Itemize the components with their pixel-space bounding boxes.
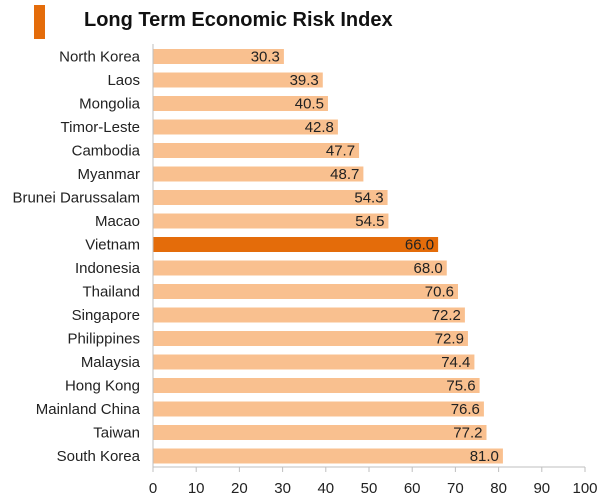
category-label: Indonesia xyxy=(75,260,141,277)
value-label: 74.4 xyxy=(441,354,470,371)
x-tick-label: 40 xyxy=(317,480,334,497)
chart-header: Long Term Economic Risk Index xyxy=(0,0,607,44)
bar xyxy=(153,401,484,417)
value-label: 54.5 xyxy=(355,213,384,230)
value-label: 42.8 xyxy=(305,119,334,136)
category-label: Philippines xyxy=(67,331,140,348)
value-label: 54.3 xyxy=(354,190,383,207)
x-tick-label: 60 xyxy=(404,480,421,497)
x-tick-label: 0 xyxy=(149,480,157,497)
bar xyxy=(153,378,480,393)
bar xyxy=(153,331,468,346)
category-label: Taiwan xyxy=(93,425,140,442)
bar xyxy=(153,354,475,370)
value-label: 47.7 xyxy=(326,143,355,160)
x-tick-label: 80 xyxy=(490,480,507,497)
x-tick-label: 100 xyxy=(572,480,597,497)
x-tick-label: 20 xyxy=(231,480,248,497)
category-label: Mongolia xyxy=(79,96,141,113)
bar xyxy=(153,448,503,464)
bar xyxy=(153,72,323,88)
value-label: 76.6 xyxy=(451,401,480,418)
value-label: 39.3 xyxy=(290,72,319,89)
category-label: North Korea xyxy=(59,49,141,66)
value-label: 72.9 xyxy=(435,331,464,348)
bar xyxy=(153,237,439,252)
x-tick-label: 50 xyxy=(361,480,378,497)
bar xyxy=(153,119,338,135)
category-label: Hong Kong xyxy=(65,378,140,395)
category-label: South Korea xyxy=(57,448,141,465)
category-label: Thailand xyxy=(82,284,140,301)
category-label: Vietnam xyxy=(85,237,140,254)
bar xyxy=(153,284,458,299)
x-tick-label: 90 xyxy=(533,480,550,497)
x-tick-label: 10 xyxy=(188,480,205,497)
category-label: Brunei Darussalam xyxy=(12,190,140,207)
bar xyxy=(153,143,360,158)
value-label: 81.0 xyxy=(470,448,499,465)
value-label: 75.6 xyxy=(446,378,475,395)
value-label: 66.0 xyxy=(405,237,434,254)
bar xyxy=(153,260,447,276)
value-label: 30.3 xyxy=(251,49,280,66)
bar xyxy=(153,213,389,229)
value-label: 72.2 xyxy=(432,307,461,324)
category-label: Malaysia xyxy=(81,354,141,371)
bar xyxy=(153,49,284,64)
category-label: Mainland China xyxy=(36,401,141,418)
chart-title: Long Term Economic Risk Index xyxy=(84,9,393,31)
bar xyxy=(153,166,364,182)
bar xyxy=(153,96,328,111)
title-accent-bar xyxy=(34,5,45,39)
category-label: Timor-Leste xyxy=(61,119,140,136)
bar xyxy=(153,307,465,323)
category-label: Macao xyxy=(95,213,140,230)
category-label: Myanmar xyxy=(77,166,140,183)
category-label: Cambodia xyxy=(72,143,141,160)
bar xyxy=(153,190,388,205)
category-label: Singapore xyxy=(72,307,140,324)
value-label: 48.7 xyxy=(330,166,359,183)
x-tick-label: 30 xyxy=(274,480,291,497)
value-label: 77.2 xyxy=(453,425,482,442)
value-label: 68.0 xyxy=(414,260,443,277)
bar xyxy=(153,425,487,440)
x-tick-label: 70 xyxy=(447,480,464,497)
category-label: Laos xyxy=(107,72,140,89)
value-label: 40.5 xyxy=(295,96,324,113)
value-label: 70.6 xyxy=(425,284,454,301)
